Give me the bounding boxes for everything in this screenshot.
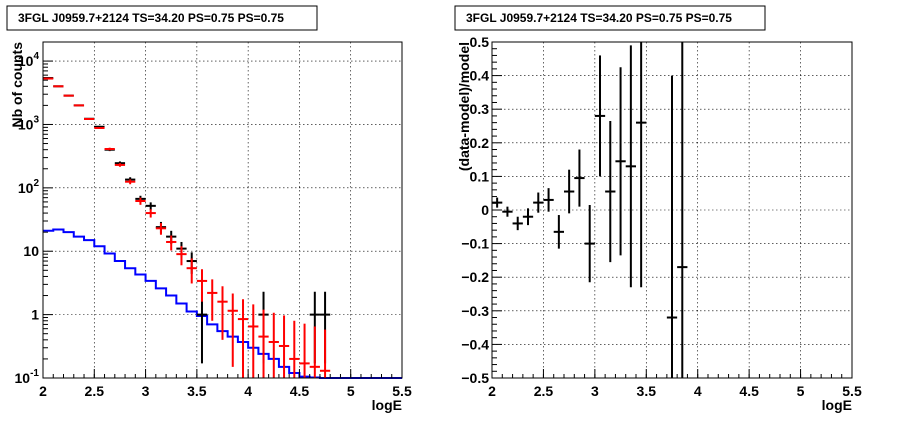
counts-y-tick-label: 10-1 <box>15 368 40 386</box>
residual-title: 3FGL J0959.7+2124 TS=34.20 PS=0.75 PS=0.… <box>466 11 732 25</box>
residual-x-tick-label: 4.5 <box>739 383 759 399</box>
counts-x-axis-title: logE <box>372 397 402 413</box>
counts-y-tick-exponent: 4 <box>33 51 39 62</box>
model-point <box>94 126 105 129</box>
counts-x-tick-label: 2 <box>39 383 47 399</box>
residual-y-tick-label: −0.3 <box>461 303 489 319</box>
residual-title-box <box>454 5 766 31</box>
model-point <box>309 326 320 378</box>
model-point <box>125 179 136 185</box>
data-point <box>145 202 156 210</box>
model-point <box>155 223 167 235</box>
model-point <box>217 286 228 340</box>
residual-x-tick-label: 5 <box>797 383 805 399</box>
residual-x-tick-label: 4 <box>694 383 702 399</box>
model-point <box>289 320 300 378</box>
residual-point <box>677 42 688 378</box>
model-point <box>299 323 310 378</box>
counts-x-tick-label: 2.5 <box>85 383 105 399</box>
counts-y-tick-label: 102 <box>18 178 40 196</box>
counts-y-tick-exponent: 2 <box>33 178 39 189</box>
residual-point <box>666 75 678 378</box>
counts-y-tick-exponent: 3 <box>33 114 39 125</box>
residual-y-axis-title: (data-model)/model <box>456 42 472 171</box>
residual-axes: 2 2.5 3 3.5 4 4.5 5 5.5 −0.5 −0.4 −0.3 −0.2 −0.1 0 0.1… <box>461 34 862 399</box>
model-point <box>166 235 177 251</box>
counts-x-tick-label: 5 <box>347 383 355 399</box>
model-point <box>248 304 259 378</box>
counts-x-tick-label: 3 <box>142 383 150 399</box>
counts-y-tick-label: 1 <box>31 307 39 323</box>
residual-y-tick-label: −0.1 <box>461 236 489 252</box>
data-point <box>196 291 208 364</box>
model-point <box>73 104 85 107</box>
counts-panel: 3FGL J0959.7+2124 TS=34.20 PS=0.75 PS=0.… <box>6 5 412 413</box>
residual-y-tick-label: 0 <box>481 202 489 218</box>
counts-grid <box>43 42 402 378</box>
model-point <box>135 197 146 205</box>
residual-plot <box>492 42 688 378</box>
residual-point <box>605 120 616 263</box>
residual-y-tick-label: −0.5 <box>461 370 489 386</box>
model-point <box>278 315 290 378</box>
residual-point <box>553 215 564 249</box>
model-point <box>145 209 156 218</box>
residual-y-tick-label: 0.2 <box>470 135 490 151</box>
counts-title: 3FGL J0959.7+2124 TS=34.20 PS=0.75 PS=0.… <box>18 11 284 25</box>
residual-panel: 3FGL J0959.7+2124 TS=34.20 PS=0.75 PS=0.… <box>454 5 862 413</box>
residual-y-tick-label: −0.4 <box>461 336 489 352</box>
residual-x-tick-label: 2.5 <box>534 383 554 399</box>
residual-point <box>492 197 503 208</box>
residual-y-tick-label: −0.2 <box>461 269 489 285</box>
residual-point <box>512 216 523 231</box>
residual-x-tick-label: 5.5 <box>842 383 862 399</box>
model-point <box>63 94 74 97</box>
counts-plot <box>43 77 402 379</box>
residual-point <box>625 45 636 288</box>
residual-x-tick-label: 3 <box>591 383 599 399</box>
counts-x-tick-label: 4.5 <box>290 383 310 399</box>
counts-y-tick-label: 10 <box>23 243 39 259</box>
counts-title-box <box>6 5 318 31</box>
model-point <box>268 312 279 378</box>
residual-x-axis-title: logE <box>822 397 852 413</box>
model-point <box>319 329 331 378</box>
model-point <box>104 147 115 151</box>
counts-x-tick-label: 5.5 <box>392 383 412 399</box>
counts-y-tick-exponent: -1 <box>30 368 39 379</box>
model-point <box>186 258 197 284</box>
model-point <box>237 299 249 378</box>
residual-point <box>594 55 606 177</box>
model-point <box>196 269 208 302</box>
residual-point <box>502 206 513 217</box>
model-point <box>176 246 187 266</box>
residual-point <box>636 42 647 288</box>
residual-point <box>543 188 554 212</box>
residual-point <box>584 204 595 283</box>
counts-frame <box>42 41 403 379</box>
model-point <box>258 309 269 378</box>
model-point <box>53 85 64 88</box>
model-point <box>227 293 238 367</box>
model-point <box>114 163 126 167</box>
counts-x-tick-label: 3.5 <box>187 383 207 399</box>
model-point <box>43 77 54 80</box>
residual-x-tick-label: 3.5 <box>637 383 657 399</box>
residual-point <box>522 208 534 226</box>
residual-point <box>533 192 544 213</box>
residual-y-tick-label: 0.4 <box>470 68 490 84</box>
residual-y-tick-label: 0.3 <box>470 101 490 117</box>
residual-point <box>564 169 575 214</box>
model-point <box>84 117 95 120</box>
residual-y-tick-label: 0.5 <box>470 34 490 50</box>
residual-x-tick-label: 2 <box>488 383 496 399</box>
residual-y-tick-label: 0.1 <box>470 168 490 184</box>
counts-y-axis-title: Nb of counts <box>9 42 25 128</box>
counts-x-tick-label: 4 <box>244 383 252 399</box>
residual-point <box>615 67 626 256</box>
residual-point <box>574 149 585 207</box>
model-point <box>207 279 218 321</box>
